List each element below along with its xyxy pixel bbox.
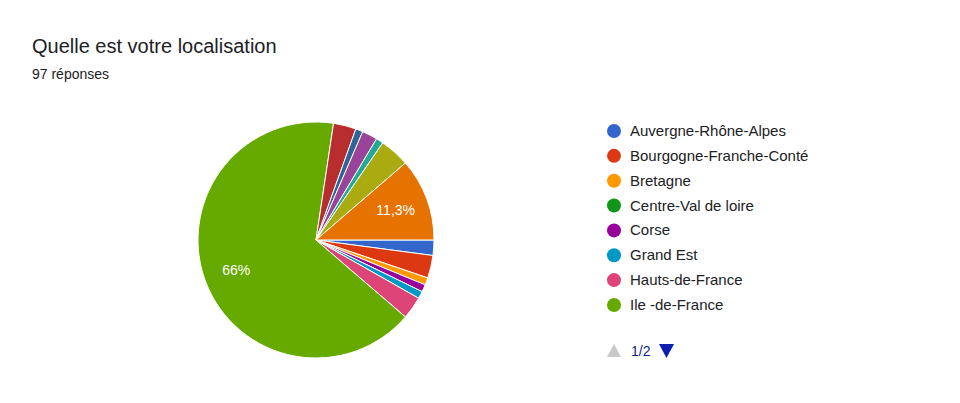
legend-page: 1/2 bbox=[631, 343, 651, 359]
legend-swatch bbox=[607, 223, 621, 237]
legend-swatch bbox=[607, 149, 621, 163]
legend-swatch bbox=[607, 199, 621, 213]
slice bbox=[316, 163, 434, 240]
data-label: 66% bbox=[222, 262, 250, 278]
legend-label: Bourgogne-Franche-Conté bbox=[630, 147, 808, 164]
legend-label: Hauts-de-France bbox=[630, 271, 743, 288]
data-label: 11,3% bbox=[376, 202, 415, 218]
legend: Auvergne-Rhône-Alpes Bourgogne-Franche-Co… bbox=[607, 122, 808, 359]
slices bbox=[198, 122, 434, 358]
legend-label: Auvergne-Rhône-Alpes bbox=[630, 122, 786, 139]
legend-next[interactable] bbox=[659, 344, 674, 358]
slice-labels: 66% 11,3% bbox=[222, 202, 415, 277]
legend-swatch bbox=[607, 174, 621, 188]
legend-label: Grand Est bbox=[630, 246, 698, 263]
legend-swatch bbox=[607, 298, 621, 312]
legend-label: Centre-Val de loire bbox=[630, 197, 754, 214]
chart: Quelle est votre localisation 97 réponses… bbox=[0, 0, 960, 403]
legend-label: Ile -de-France bbox=[630, 296, 723, 313]
legend-swatch bbox=[607, 273, 621, 287]
title: Quelle est votre localisation bbox=[32, 35, 277, 57]
legend-swatch bbox=[607, 248, 621, 262]
subtitle: 97 réponses bbox=[32, 66, 109, 82]
legend-label: Bretagne bbox=[630, 172, 691, 189]
legend-label: Corse bbox=[630, 221, 670, 238]
legend-prev bbox=[607, 344, 621, 357]
legend-swatch bbox=[607, 124, 621, 138]
